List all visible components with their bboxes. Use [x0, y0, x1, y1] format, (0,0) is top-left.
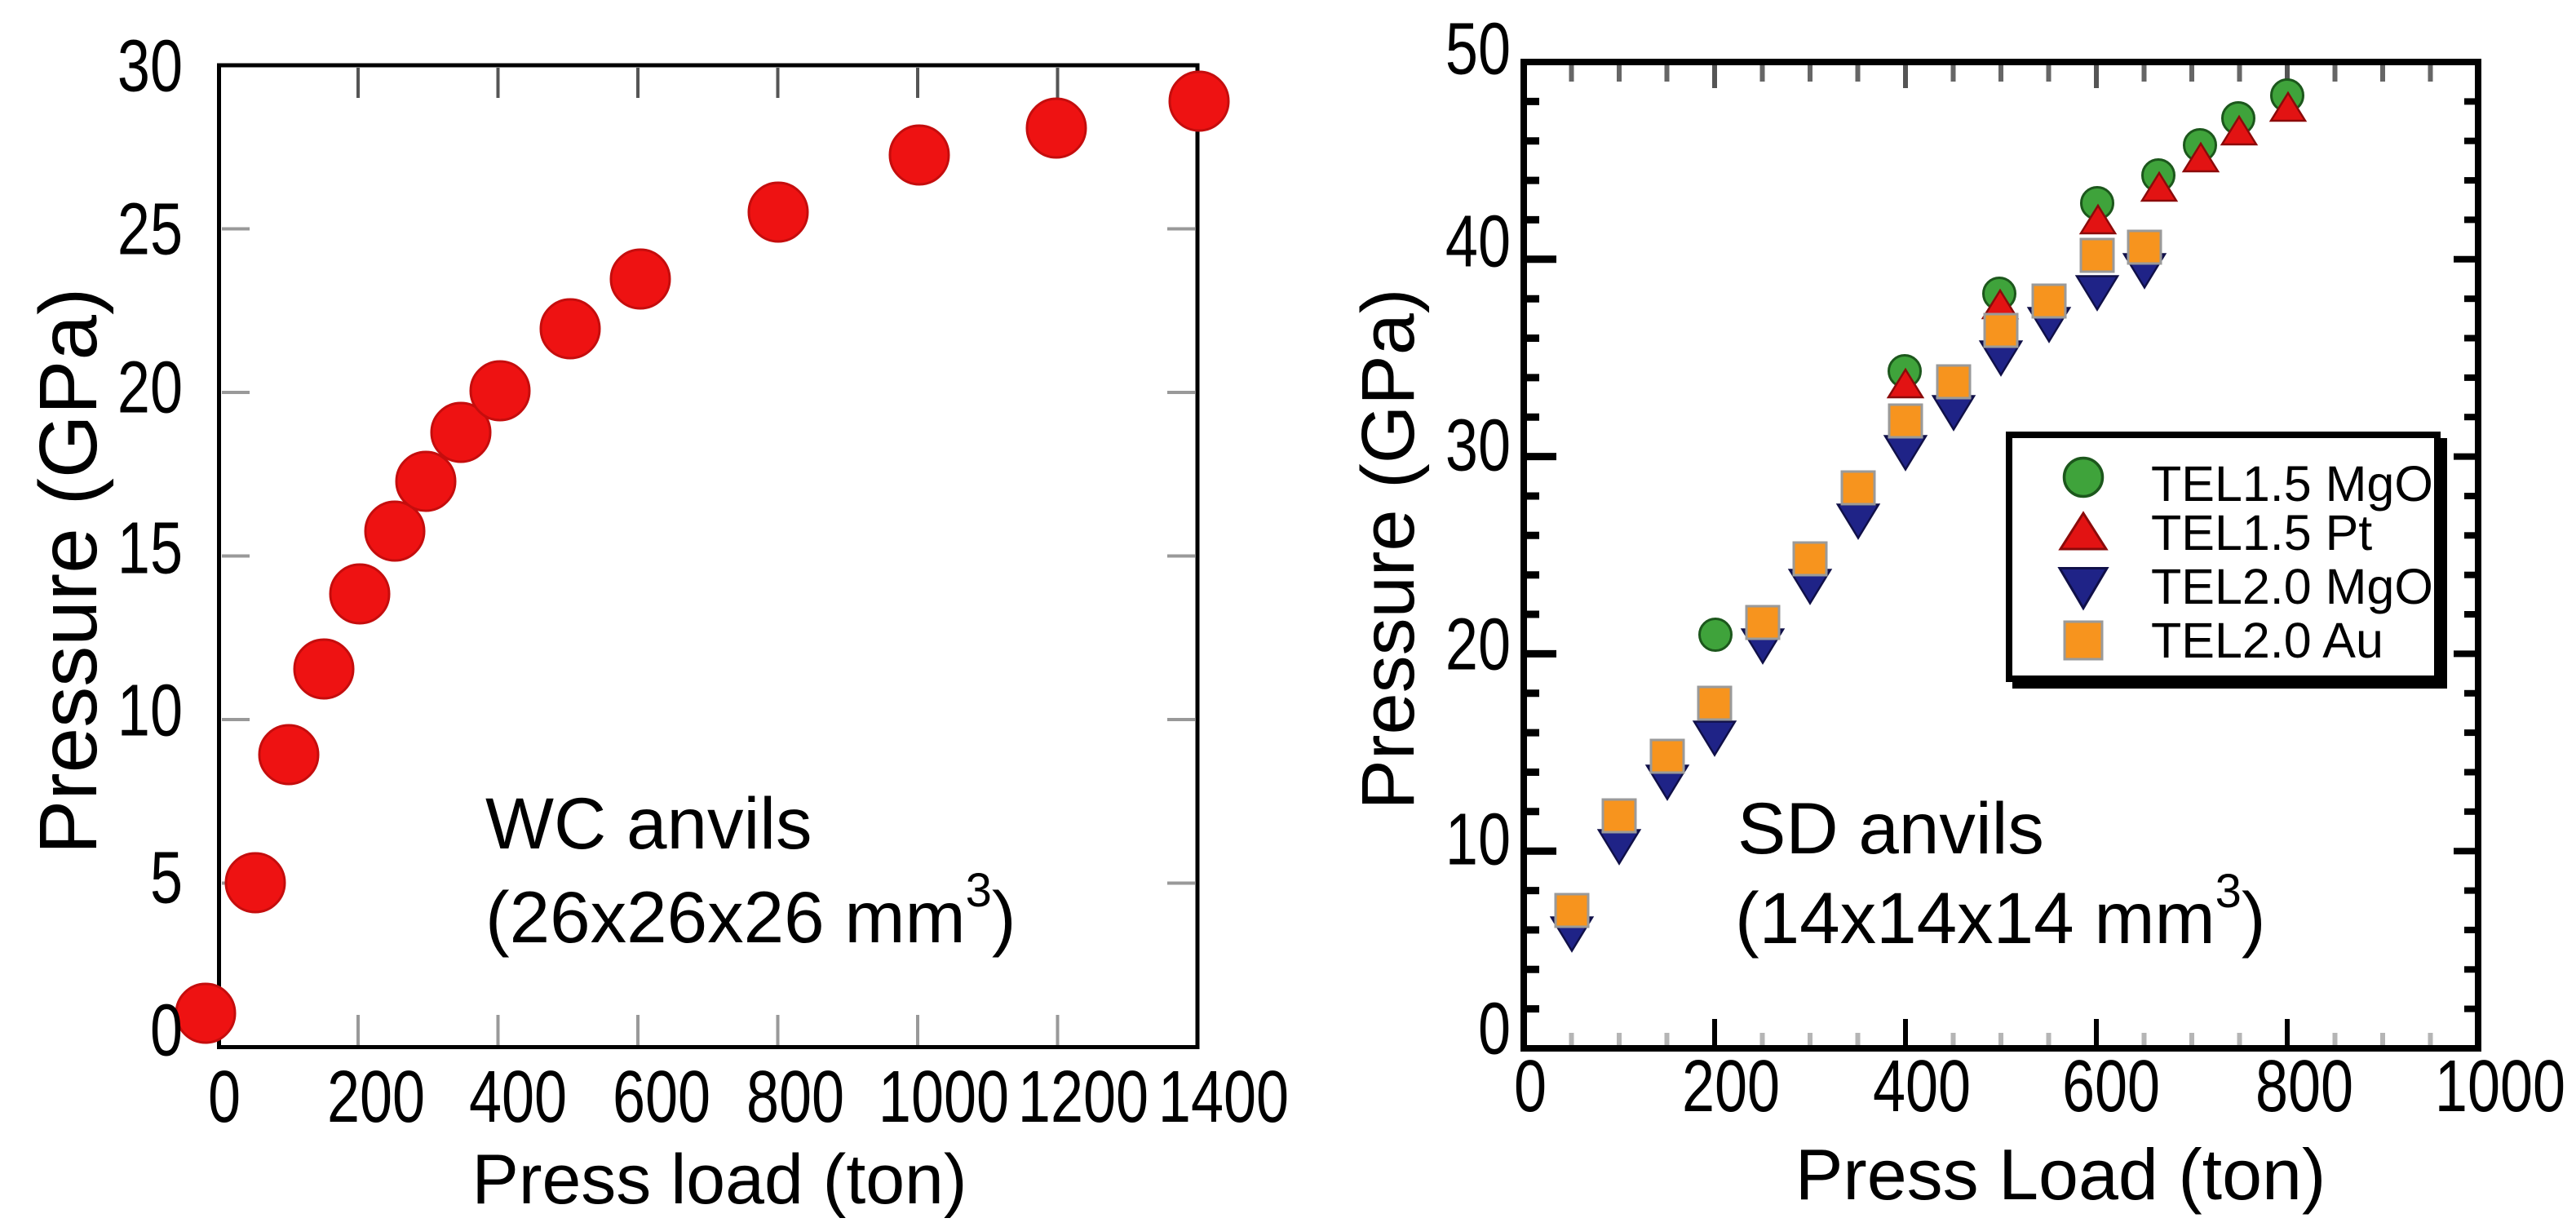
svg-text:1400: 1400	[1158, 1056, 1289, 1137]
svg-text:5: 5	[150, 837, 183, 919]
svg-text:TEL2.0 Au: TEL2.0 Au	[2151, 613, 2383, 668]
svg-text:50: 50	[1445, 8, 1511, 90]
svg-text:1200: 1200	[1018, 1056, 1149, 1137]
svg-text:400: 400	[469, 1056, 567, 1137]
svg-text:600: 600	[613, 1056, 710, 1137]
svg-text:TEL1.5 Pt: TEL1.5 Pt	[2151, 505, 2372, 560]
svg-text:40: 40	[1445, 201, 1511, 282]
svg-text:Pressure (GPa): Pressure (GPa)	[1347, 288, 1430, 809]
svg-text:800: 800	[746, 1056, 844, 1137]
svg-text:200: 200	[1682, 1045, 1780, 1127]
svg-text:15: 15	[117, 507, 183, 589]
svg-text:30: 30	[1445, 405, 1511, 486]
svg-text:TEL1.5 MgO: TEL1.5 MgO	[2151, 456, 2433, 512]
svg-text:400: 400	[1873, 1045, 1971, 1127]
svg-text:20: 20	[117, 347, 183, 428]
svg-text:0: 0	[1514, 1045, 1547, 1127]
svg-text:Pressure (GPa): Pressure (GPa)	[23, 288, 114, 855]
svg-text:WC anvils: WC anvils	[485, 782, 812, 864]
svg-text:10: 10	[117, 670, 183, 751]
svg-text:1000: 1000	[2435, 1045, 2565, 1127]
svg-text:Press Load (ton): Press Load (ton)	[1795, 1134, 2326, 1215]
svg-text:30: 30	[117, 25, 183, 107]
svg-text:(14x14x14 mm3): (14x14x14 mm3)	[1735, 865, 2266, 959]
svg-text:600: 600	[2062, 1045, 2160, 1127]
svg-text:1000: 1000	[879, 1056, 1009, 1137]
svg-text:10: 10	[1445, 799, 1511, 880]
svg-text:25: 25	[117, 188, 183, 270]
svg-text:(26x26x26 mm3): (26x26x26 mm3)	[485, 864, 1016, 958]
svg-text:0: 0	[150, 990, 183, 1071]
svg-text:SD anvils: SD anvils	[1737, 787, 2044, 869]
svg-text:TEL2.0 MgO: TEL2.0 MgO	[2151, 559, 2433, 614]
svg-text:Press load (ton): Press load (ton)	[471, 1141, 967, 1219]
svg-text:200: 200	[327, 1056, 425, 1137]
svg-text:0: 0	[1478, 988, 1511, 1070]
svg-text:0: 0	[208, 1056, 241, 1137]
svg-text:800: 800	[2255, 1045, 2353, 1127]
svg-text:20: 20	[1445, 604, 1511, 685]
